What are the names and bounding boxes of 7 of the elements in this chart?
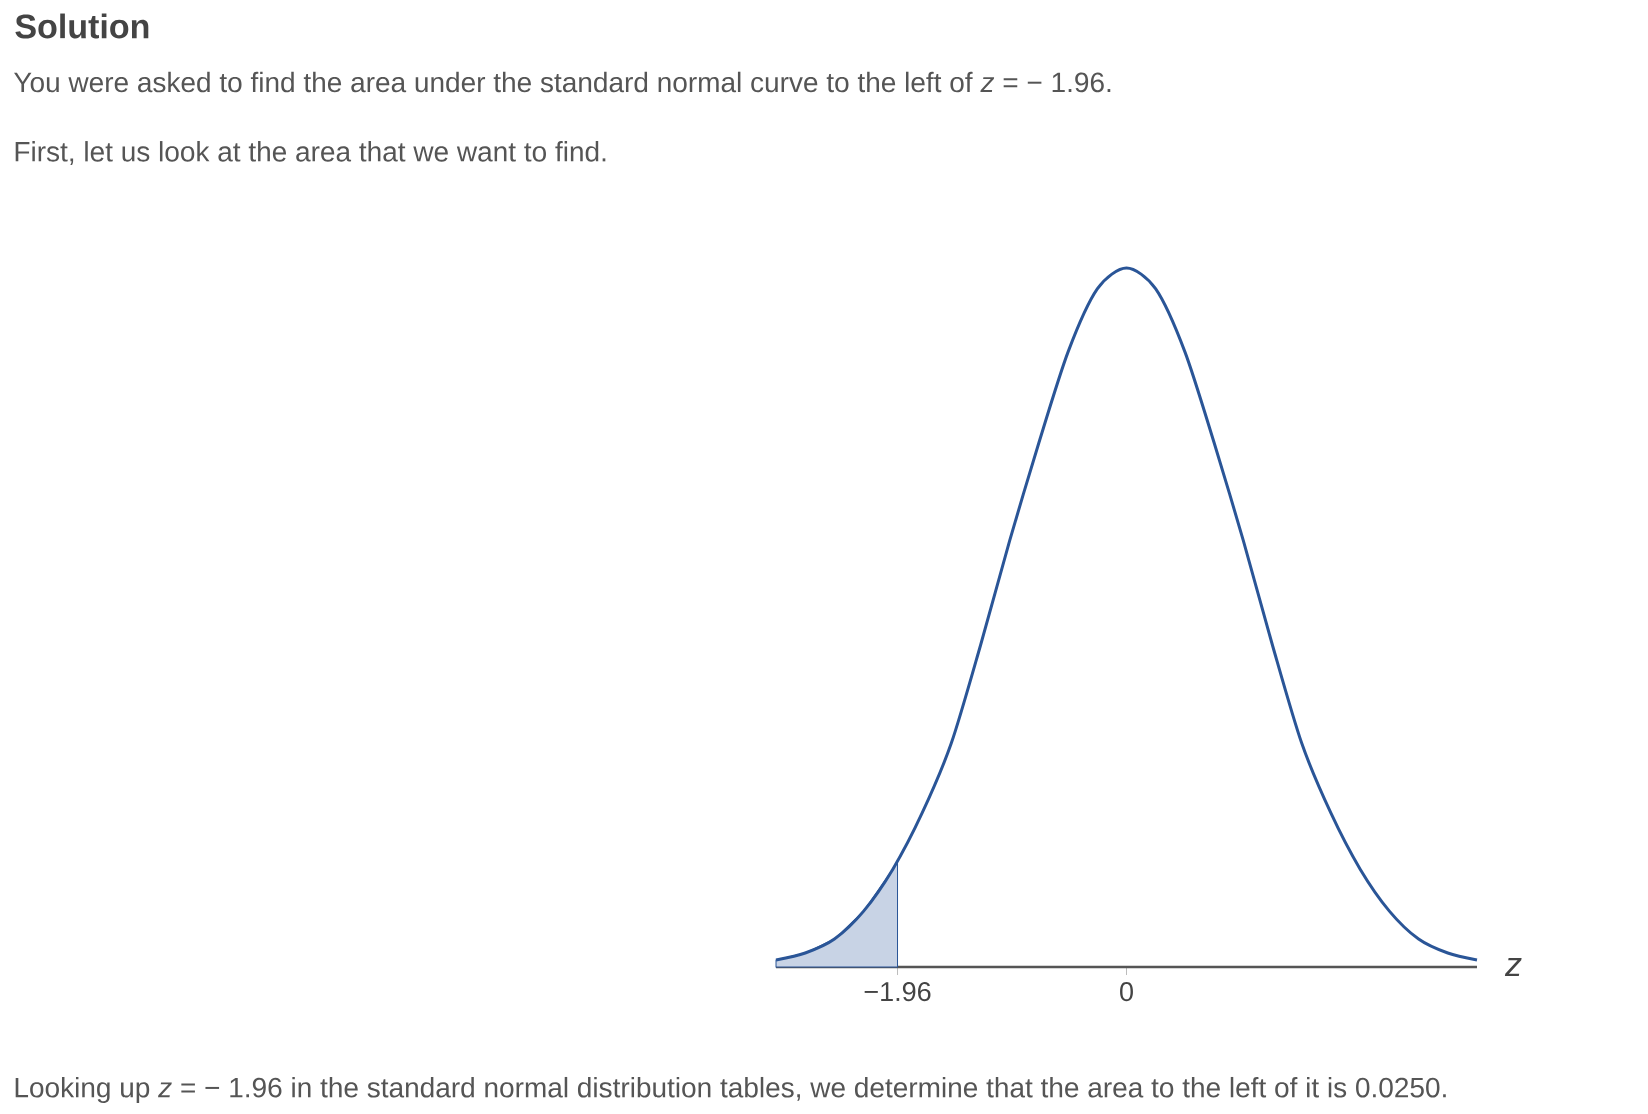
text: Looking up z = − 1.96 in the standard normal distribution tables, we determine that the area to the left of it is 0.0250. (15, 1076, 1446, 1104)
x-axis-title: z (1504, 958, 1522, 976)
x-tick-label: 0 (1120, 982, 1133, 1002)
chart-subtitle: You were asked to find the area under the standard normal curve to the left of z = − 1.96. (14, 71, 1111, 93)
x-tick-label: −1.96 (864, 982, 931, 1002)
text: Solution (15, 13, 149, 39)
text: First, let us look at the area that we want to find. (15, 141, 606, 165)
